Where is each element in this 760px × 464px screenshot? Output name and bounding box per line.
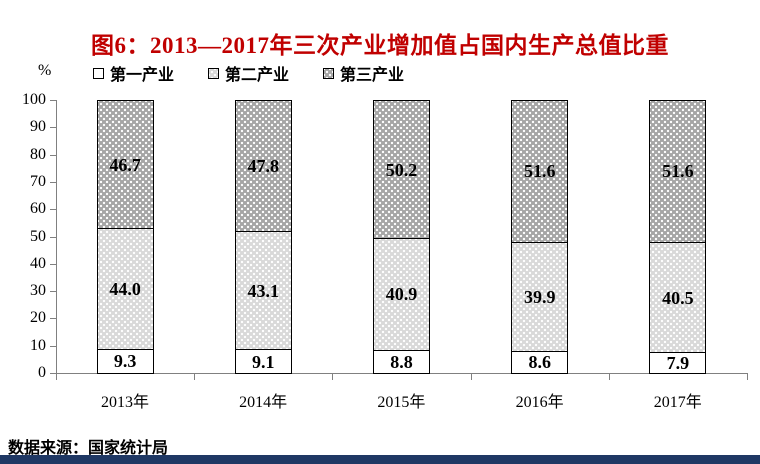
x-tick — [747, 374, 748, 380]
segment-value-label: 47.8 — [247, 156, 280, 177]
bar-segment: 51.6 — [512, 101, 568, 242]
y-tick — [50, 154, 56, 156]
x-axis-label: 2016年 — [515, 394, 564, 411]
segment-value-label: 7.9 — [666, 353, 690, 374]
footer-bar — [0, 455, 760, 464]
x-tick — [332, 374, 334, 380]
y-tick-label: 80 — [30, 145, 46, 163]
bar-segment: 40.5 — [650, 241, 706, 353]
segment-value-label: 9.3 — [113, 351, 137, 372]
y-tick — [50, 236, 56, 238]
legend-swatch-first-industry-icon — [93, 67, 104, 79]
bar-2016年: 51.6 39.9 8.6 — [511, 100, 569, 374]
legend-swatch-third-industry-icon — [323, 67, 335, 79]
bar-segment: 43.1 — [235, 231, 291, 350]
bar-segment: 40.9 — [374, 238, 429, 350]
bar-2014年: 47.8 43.1 9.1 — [234, 100, 292, 374]
chart-title: 图6：2013—2017年三次产业增加值占国内生产总值比重 — [91, 33, 669, 58]
y-tick — [50, 181, 56, 183]
y-tick-label: 30 — [30, 282, 46, 300]
bar-2017年: 51.6 40.5 7.9 — [649, 100, 707, 374]
x-tick — [608, 374, 610, 380]
legend-item-third-industry: 第三产业 — [323, 61, 404, 85]
y-tick — [50, 318, 56, 320]
segment-value-label: 8.6 — [528, 352, 551, 373]
y-tick-label: 40 — [30, 254, 46, 272]
x-tick — [470, 374, 472, 380]
segment-value-label: 40.5 — [662, 287, 694, 308]
bar-segment: 47.8 — [235, 101, 291, 232]
bar-segment: 39.9 — [512, 241, 568, 351]
segment-value-label: 50.2 — [385, 159, 418, 180]
x-axis-label: 2015年 — [377, 394, 426, 411]
bar-segment: 9.3 — [97, 348, 153, 373]
y-tick — [50, 345, 56, 347]
x-tick — [56, 374, 57, 380]
bar-2013年: 46.7 44.0 9.3 — [96, 100, 154, 374]
x-axis-label: 2014年 — [239, 394, 288, 411]
y-tick-label: 10 — [30, 336, 46, 354]
legend-label-second-industry: 第二产业 — [225, 67, 290, 84]
segment-value-label: 51.6 — [662, 161, 694, 182]
bar-segment: 8.6 — [512, 350, 568, 373]
source-note: 数据来源：国家统计局 — [8, 440, 169, 457]
segment-value-label: 51.6 — [523, 161, 556, 182]
segment-value-label: 40.9 — [385, 284, 418, 305]
y-tick — [50, 100, 56, 101]
y-tick-label: 60 — [30, 200, 46, 218]
segment-value-label: 8.8 — [390, 351, 413, 372]
bar-segment: 51.6 — [650, 101, 706, 242]
chart-legend: 第一产业 第二产业 第三产业 — [93, 61, 404, 85]
x-axis-label: 2013年 — [100, 394, 149, 411]
y-tick-label: 100 — [22, 91, 46, 108]
bar-segment: 50.2 — [374, 101, 429, 239]
segment-value-label: 44.0 — [109, 279, 141, 300]
x-axis-label: 2017年 — [653, 394, 702, 411]
segment-value-label: 46.7 — [109, 154, 141, 175]
legend-item-first-industry: 第一产业 — [93, 61, 174, 85]
legend-item-second-industry: 第二产业 — [208, 61, 289, 85]
legend-swatch-second-industry-icon — [208, 67, 220, 79]
y-tick-label: 90 — [30, 118, 46, 136]
y-tick — [50, 373, 56, 374]
legend-label-third-industry: 第三产业 — [340, 67, 405, 84]
y-tick — [50, 209, 56, 211]
y-tick — [50, 291, 56, 293]
segment-value-label: 43.1 — [247, 280, 280, 301]
x-tick — [194, 374, 196, 380]
segment-value-label: 39.9 — [523, 286, 556, 307]
bar-segment: 8.8 — [374, 349, 429, 373]
y-axis-unit-label: % — [38, 62, 52, 79]
y-tick-label: 0 — [38, 364, 46, 381]
segment-value-label: 9.1 — [252, 351, 275, 372]
y-tick-label: 70 — [30, 172, 46, 190]
legend-label-first-industry: 第一产业 — [110, 67, 175, 84]
bar-segment: 7.9 — [650, 352, 706, 374]
y-axis-line — [56, 100, 57, 374]
bar-2015年: 50.2 40.9 8.8 — [373, 100, 430, 374]
y-tick-label: 50 — [30, 227, 46, 245]
y-tick — [50, 263, 56, 265]
y-tick-label: 20 — [30, 309, 46, 327]
bar-segment: 9.1 — [235, 349, 291, 373]
bar-segment: 46.7 — [97, 101, 153, 229]
bar-segment: 44.0 — [97, 228, 153, 349]
y-tick — [50, 127, 56, 129]
